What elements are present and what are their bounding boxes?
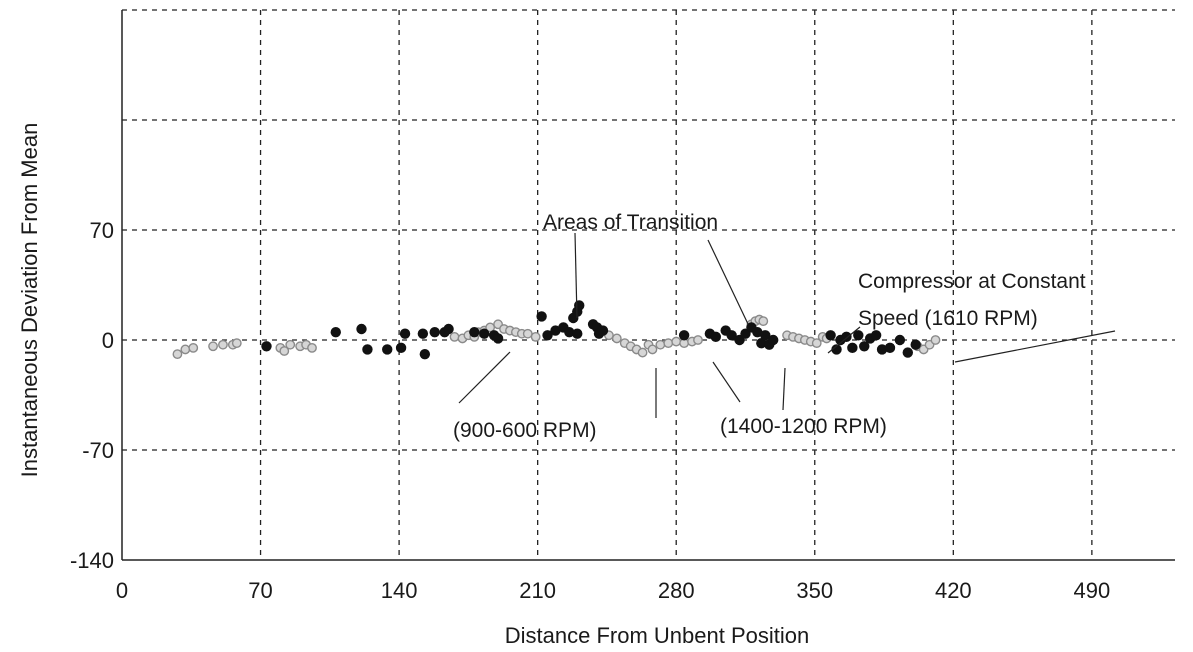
data-point <box>758 316 769 327</box>
leader-line-transition-right <box>707 239 749 325</box>
data-point <box>655 339 666 350</box>
leader-line-900-600-left <box>458 351 511 404</box>
x-tick-label: 70 <box>248 578 272 603</box>
x-tick-label: 420 <box>935 578 972 603</box>
x-tick-label: 280 <box>658 578 695 603</box>
data-point <box>492 333 504 344</box>
leader-line-constant-right <box>954 330 1116 363</box>
x-tick-label: 490 <box>1074 578 1111 603</box>
data-point <box>693 335 703 345</box>
data-point <box>831 344 842 355</box>
annotation-900-600-rpm: (900-600 RPM) <box>453 419 597 442</box>
data-point <box>671 336 682 347</box>
data-point <box>188 342 199 353</box>
data-point <box>825 330 836 341</box>
x-tick-labels: 0 70 140 210 280 350 420 490 <box>116 578 1110 603</box>
data-point <box>853 330 864 341</box>
data-point <box>847 342 858 354</box>
data-point <box>637 347 648 358</box>
data-point <box>572 328 583 339</box>
data-point <box>285 339 296 350</box>
data-point <box>279 346 290 356</box>
data-point <box>611 333 622 344</box>
data-point <box>469 326 480 338</box>
data-point <box>362 344 373 355</box>
data-point <box>647 344 658 355</box>
data-point <box>574 300 585 311</box>
data-point <box>894 334 906 346</box>
data-point <box>663 338 674 349</box>
y-axis-title: Instantaneous Deviation From Mean <box>17 123 42 478</box>
y-tick-label: -140 <box>70 548 114 573</box>
x-tick-label: 140 <box>381 578 418 603</box>
annotation-1400-1200-rpm: (1400-1200 RPM) <box>720 415 887 438</box>
data-point <box>902 347 913 358</box>
data-point <box>208 341 218 352</box>
data-point <box>530 331 541 342</box>
data-point <box>395 342 407 354</box>
data-point <box>550 325 561 336</box>
data-point <box>218 339 228 350</box>
data-point <box>710 331 721 343</box>
x-tick-label: 350 <box>796 578 833 603</box>
x-axis-title: Distance From Unbent Position <box>505 623 809 648</box>
data-point <box>479 328 490 339</box>
data-point <box>443 323 454 335</box>
leader-line-1400-1200-left <box>712 361 741 403</box>
data-point <box>356 323 367 335</box>
data-point <box>564 326 575 338</box>
data-point <box>261 341 272 352</box>
data-point <box>756 337 767 349</box>
y-tick-labels: -140 -70 0 70 <box>70 218 114 573</box>
data-point <box>930 335 941 345</box>
x-tick-label: 210 <box>519 578 556 603</box>
data-point <box>752 326 763 338</box>
data-point <box>876 344 888 355</box>
data-point <box>811 338 822 349</box>
data-point <box>884 342 896 354</box>
data-point <box>542 330 553 341</box>
data-point <box>726 330 737 341</box>
leader-line-transition-left <box>574 232 578 319</box>
y-tick-label: 70 <box>90 218 114 243</box>
data-point <box>870 330 882 341</box>
data-point <box>910 339 921 350</box>
grid-layer <box>122 9 1175 560</box>
data-point <box>399 328 411 339</box>
leader-line-1400-1200-right <box>782 367 786 411</box>
data-point <box>760 330 771 341</box>
leader-line-constant-left <box>827 326 861 354</box>
data-point <box>231 338 242 349</box>
y-tick-label: -70 <box>82 438 114 463</box>
data-point <box>180 344 191 355</box>
data-point <box>330 326 341 338</box>
data-point <box>307 342 317 353</box>
data-point <box>449 331 460 342</box>
data-point <box>417 328 429 339</box>
data-point <box>172 349 183 360</box>
data-point <box>522 328 533 339</box>
x-tick-label: 0 <box>116 578 128 603</box>
data-point <box>767 334 779 346</box>
annotation-compressor-line1: Compressor at Constant <box>858 270 1086 293</box>
annotation-areas-of-transition: Areas of Transition <box>543 211 718 234</box>
annotation-compressor-line2: Speed (1610 RPM) <box>858 307 1038 330</box>
data-point <box>859 341 870 352</box>
data-point <box>382 344 393 355</box>
annotations: Areas of Transition Compressor at Consta… <box>453 211 1116 442</box>
data-point <box>597 325 609 336</box>
y-tick-label: 0 <box>102 328 114 353</box>
data-points <box>172 300 941 360</box>
data-point <box>429 326 440 338</box>
data-point <box>536 311 547 322</box>
data-point <box>419 348 431 360</box>
data-point <box>678 330 690 341</box>
axis-layer <box>121 10 1175 561</box>
